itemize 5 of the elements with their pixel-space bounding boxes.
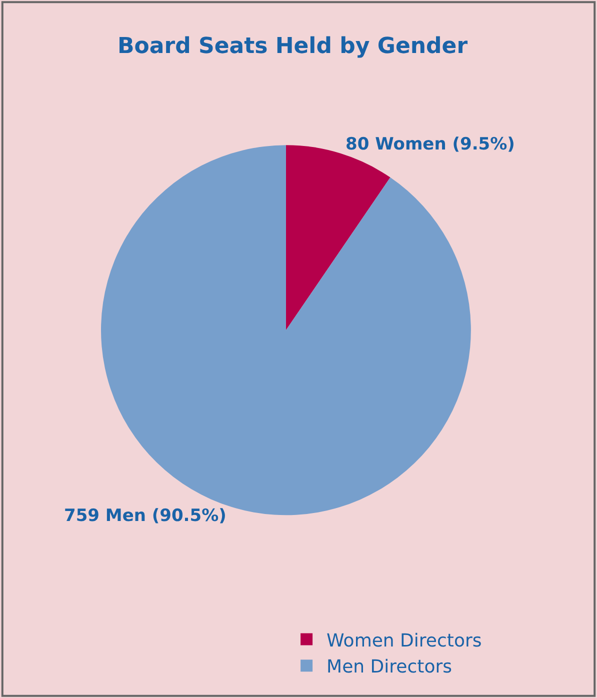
data-label: 759 Men (90.5%): [64, 506, 226, 526]
data-label: 80 Women (9.5%): [346, 134, 515, 154]
legend-label: Women Directors: [326, 630, 482, 652]
chart-title: Board Seats Held by Gender: [118, 34, 468, 60]
legend-label: Men Directors: [326, 656, 452, 678]
